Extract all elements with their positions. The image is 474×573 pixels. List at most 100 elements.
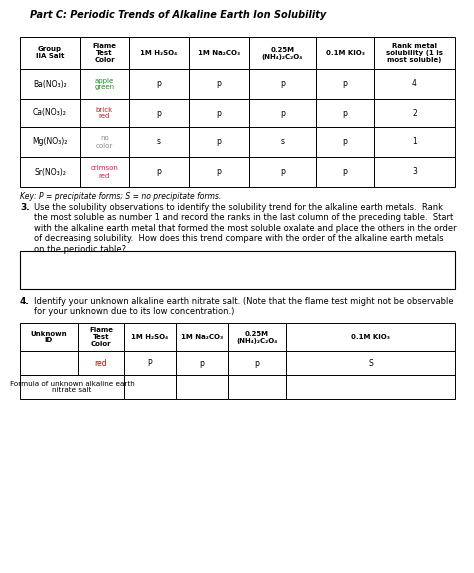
Bar bbox=[249, 157, 316, 187]
Bar bbox=[228, 351, 286, 375]
Text: p: p bbox=[156, 108, 162, 117]
Text: p: p bbox=[280, 167, 285, 176]
Bar bbox=[316, 157, 374, 187]
Bar bbox=[249, 99, 316, 127]
Text: no
color: no color bbox=[96, 135, 113, 148]
Text: Identify your unknown alkaline earth nitrate salt. (Note that the flame test mig: Identify your unknown alkaline earth nit… bbox=[34, 297, 454, 316]
Text: Mg(NO₃)₂: Mg(NO₃)₂ bbox=[32, 138, 68, 147]
Bar bbox=[80, 157, 129, 187]
Text: 0.1M KIO₃: 0.1M KIO₃ bbox=[351, 334, 390, 340]
Bar bbox=[286, 375, 455, 399]
Bar bbox=[316, 99, 374, 127]
Text: p: p bbox=[343, 80, 347, 88]
Bar bbox=[228, 375, 286, 399]
Bar bbox=[286, 323, 455, 351]
Bar bbox=[129, 157, 189, 187]
Text: 1: 1 bbox=[412, 138, 417, 147]
Text: 1M H₂SO₄: 1M H₂SO₄ bbox=[140, 50, 178, 56]
Bar bbox=[249, 37, 316, 69]
Text: Flame
Test
Color: Flame Test Color bbox=[92, 43, 117, 63]
Bar bbox=[374, 69, 455, 99]
Text: Group
IIA Salt: Group IIA Salt bbox=[36, 46, 64, 60]
Text: p: p bbox=[217, 138, 221, 147]
Text: p: p bbox=[255, 359, 259, 367]
Bar bbox=[20, 251, 455, 289]
Text: red: red bbox=[95, 359, 107, 367]
Bar bbox=[20, 375, 124, 399]
Bar bbox=[124, 351, 176, 375]
Bar bbox=[189, 37, 249, 69]
Text: Ba(NO₃)₂: Ba(NO₃)₂ bbox=[33, 80, 67, 88]
Text: p: p bbox=[343, 108, 347, 117]
Bar bbox=[129, 99, 189, 127]
Bar bbox=[176, 323, 228, 351]
Bar bbox=[20, 69, 80, 99]
Bar bbox=[374, 157, 455, 187]
Bar bbox=[316, 127, 374, 157]
Bar bbox=[316, 69, 374, 99]
Text: p: p bbox=[343, 138, 347, 147]
Text: Sr(NO₃)₂: Sr(NO₃)₂ bbox=[34, 167, 66, 176]
Bar bbox=[374, 99, 455, 127]
Text: 1M Na₂CO₃: 1M Na₂CO₃ bbox=[181, 334, 223, 340]
Text: p: p bbox=[217, 167, 221, 176]
Text: p: p bbox=[217, 80, 221, 88]
Bar bbox=[189, 157, 249, 187]
Text: 4: 4 bbox=[412, 80, 417, 88]
Bar bbox=[80, 69, 129, 99]
Text: p: p bbox=[343, 167, 347, 176]
Text: P: P bbox=[148, 359, 152, 367]
Text: 3.: 3. bbox=[20, 203, 29, 212]
Text: brick
red: brick red bbox=[96, 107, 113, 120]
Bar bbox=[176, 351, 228, 375]
Text: p: p bbox=[156, 80, 162, 88]
Text: p: p bbox=[200, 359, 204, 367]
Text: 0.1M KIO₃: 0.1M KIO₃ bbox=[326, 50, 365, 56]
Bar bbox=[20, 37, 80, 69]
Bar bbox=[374, 37, 455, 69]
Text: apple
green: apple green bbox=[94, 77, 115, 91]
Bar bbox=[249, 69, 316, 99]
Bar bbox=[129, 37, 189, 69]
Text: Ca(NO₃)₂: Ca(NO₃)₂ bbox=[33, 108, 67, 117]
Bar bbox=[129, 127, 189, 157]
Text: Use the solubility observations to identify the solubility trend for the alkalin: Use the solubility observations to ident… bbox=[34, 203, 456, 254]
Bar bbox=[189, 127, 249, 157]
Text: p: p bbox=[156, 167, 162, 176]
Text: Unknown
ID: Unknown ID bbox=[31, 331, 67, 343]
Bar bbox=[80, 37, 129, 69]
Text: s: s bbox=[157, 138, 161, 147]
Bar bbox=[124, 323, 176, 351]
Bar bbox=[176, 375, 228, 399]
Text: p: p bbox=[217, 108, 221, 117]
Bar bbox=[20, 351, 78, 375]
Text: 0.25M
(NH₄)₂C₂O₄: 0.25M (NH₄)₂C₂O₄ bbox=[262, 46, 303, 60]
Text: S: S bbox=[368, 359, 373, 367]
Text: 1M H₂SO₄: 1M H₂SO₄ bbox=[131, 334, 169, 340]
Text: Part C: Periodic Trends of Alkaline Earth Ion Solubility: Part C: Periodic Trends of Alkaline Eart… bbox=[30, 10, 326, 20]
Bar bbox=[189, 99, 249, 127]
Bar bbox=[124, 375, 176, 399]
Bar bbox=[80, 127, 129, 157]
Bar bbox=[286, 351, 455, 375]
Text: 1M Na₂CO₃: 1M Na₂CO₃ bbox=[198, 50, 240, 56]
Bar bbox=[316, 37, 374, 69]
Text: 3: 3 bbox=[412, 167, 417, 176]
Text: 2: 2 bbox=[412, 108, 417, 117]
Text: Flame
Test
Color: Flame Test Color bbox=[89, 327, 113, 347]
Text: p: p bbox=[280, 80, 285, 88]
Bar bbox=[20, 157, 80, 187]
Bar bbox=[374, 127, 455, 157]
Bar bbox=[129, 69, 189, 99]
Bar bbox=[20, 127, 80, 157]
Bar bbox=[189, 69, 249, 99]
Text: 0.25M
(NH₄)₂C₂O₄: 0.25M (NH₄)₂C₂O₄ bbox=[237, 331, 278, 343]
Bar bbox=[249, 127, 316, 157]
Text: Rank metal
solubility (1 is
most soluble): Rank metal solubility (1 is most soluble… bbox=[386, 43, 443, 63]
Bar bbox=[20, 323, 78, 351]
Text: 4.: 4. bbox=[20, 297, 30, 306]
Bar bbox=[78, 323, 124, 351]
Text: Formula of unknown alkaline earth
nitrate salt: Formula of unknown alkaline earth nitrat… bbox=[9, 380, 134, 394]
Bar bbox=[228, 323, 286, 351]
Text: p: p bbox=[280, 108, 285, 117]
